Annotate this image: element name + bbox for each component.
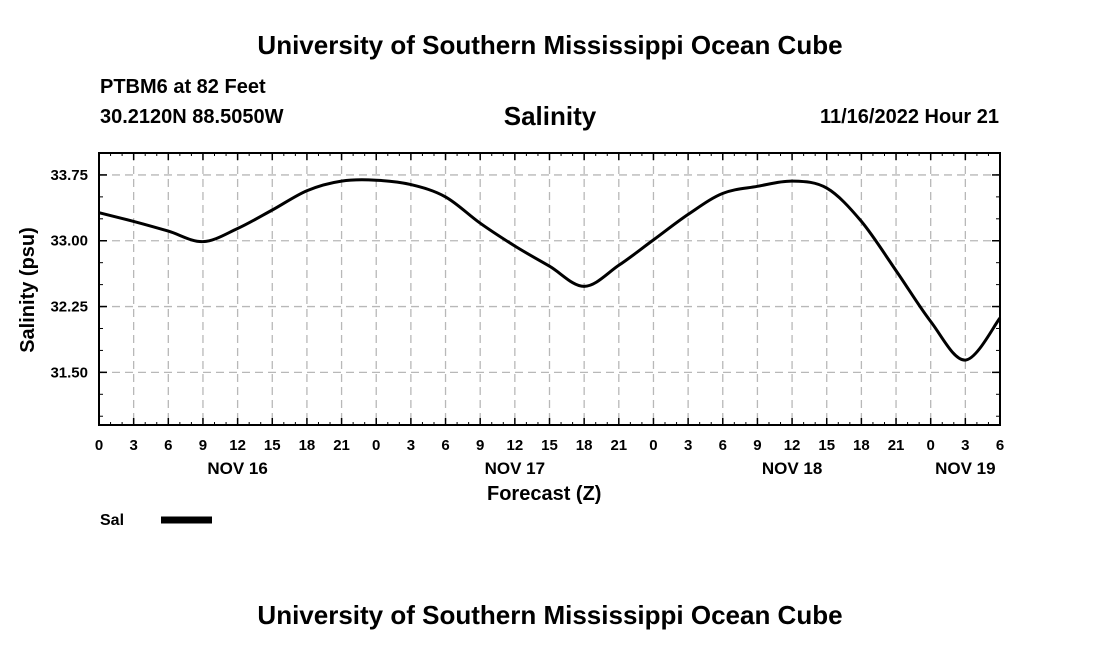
- x-tick-label: 9: [199, 437, 207, 454]
- axis-labels: 0 3 6 9 12 15 18 21 0 3 6 9 12 15 18 21 0 3 6 9 12 15 18 21 0 3 6 3…: [50, 167, 1004, 478]
- x-tick-label: 6: [996, 437, 1004, 454]
- chart-title: Salinity: [503, 101, 597, 131]
- x-tick-label: 12: [784, 437, 801, 454]
- coordinates-label: 30.2120N 88.5050W: [100, 106, 284, 128]
- x-tick-label: 0: [927, 437, 935, 454]
- date-label: NOV 18: [762, 459, 822, 478]
- x-tick-label: 18: [853, 437, 870, 454]
- y-tick-label: 31.50: [50, 364, 88, 381]
- date-label: NOV 19: [935, 459, 995, 478]
- x-tick-label: 6: [441, 437, 449, 454]
- x-axis-label: Forecast (Z): [487, 483, 601, 505]
- x-tick-label: 15: [264, 437, 281, 454]
- page-title: University of Southern Mississippi Ocean…: [257, 30, 843, 60]
- x-tick-label: 12: [229, 437, 246, 454]
- x-tick-label: 15: [541, 437, 558, 454]
- salinity-series-line: [98, 178, 1002, 362]
- y-tick-label: 32.25: [50, 299, 88, 316]
- date-label: NOV 16: [207, 459, 267, 478]
- x-tick-label: 0: [95, 437, 103, 454]
- x-tick-label: 9: [476, 437, 484, 454]
- x-tick-label: 21: [888, 437, 905, 454]
- x-tick-label: 3: [407, 437, 415, 454]
- forecast-datetime: 11/16/2022 Hour 21: [819, 106, 999, 128]
- grid-lines: [99, 153, 1000, 425]
- legend-label: Sal: [100, 512, 124, 529]
- station-label: PTBM6 at 82 Feet: [100, 76, 266, 98]
- x-tick-label: 18: [576, 437, 593, 454]
- x-tick-label: 9: [753, 437, 761, 454]
- x-tick-label: 15: [818, 437, 835, 454]
- footer-title: University of Southern Mississippi Ocean…: [257, 600, 843, 630]
- y-tick-label: 33.00: [50, 233, 88, 250]
- x-tick-label: 3: [961, 437, 969, 454]
- x-tick-label: 3: [684, 437, 692, 454]
- x-tick-label: 6: [719, 437, 727, 454]
- x-tick-label: 18: [299, 437, 316, 454]
- x-tick-label: 21: [610, 437, 627, 454]
- y-tick-label: 33.75: [50, 167, 88, 184]
- y-axis-label: Salinity (psu): [17, 227, 39, 353]
- x-tick-label: 0: [649, 437, 657, 454]
- x-tick-label: 0: [372, 437, 380, 454]
- date-label: NOV 17: [485, 459, 545, 478]
- axis-ticks: [98, 152, 1001, 425]
- x-tick-label: 21: [333, 437, 350, 454]
- series-layer: [98, 178, 1002, 362]
- x-tick-label: 6: [164, 437, 172, 454]
- x-tick-label: 12: [507, 437, 524, 454]
- x-tick-label: 3: [129, 437, 137, 454]
